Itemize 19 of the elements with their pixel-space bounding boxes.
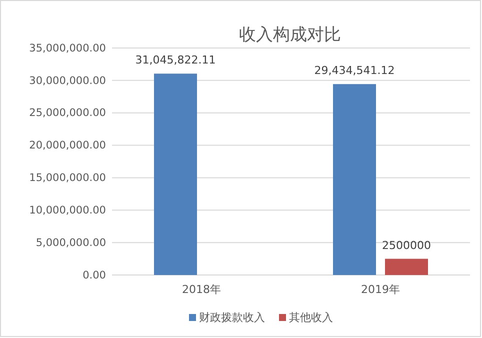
data-label: 31,045,822.11: [135, 54, 216, 67]
bar: [154, 74, 197, 275]
legend-label: 财政拨款收入: [199, 311, 265, 324]
y-tick-label: 0.00: [82, 269, 106, 282]
data-label: 2500000: [382, 238, 431, 252]
x-tick-label: 2019年: [361, 282, 400, 296]
x-tick-label: 2018年: [182, 282, 221, 296]
legend-label: 其他收入: [289, 311, 333, 324]
y-tick-label: 5,000,000.00: [36, 236, 106, 249]
y-tick-label: 30,000,000.00: [29, 74, 106, 87]
chart-title: 收入构成对比: [239, 25, 341, 45]
y-tick-label: 25,000,000.00: [29, 107, 106, 120]
y-tick-label: 15,000,000.00: [29, 172, 106, 184]
y-tick-label: 20,000,000.00: [29, 140, 106, 152]
y-tick-label: 35,000,000.00: [29, 42, 106, 54]
data-label: 29,434,541.12: [314, 64, 395, 78]
y-tick-label: 10,000,000.00: [29, 204, 106, 217]
bar: [333, 84, 376, 275]
bar: [385, 258, 428, 275]
